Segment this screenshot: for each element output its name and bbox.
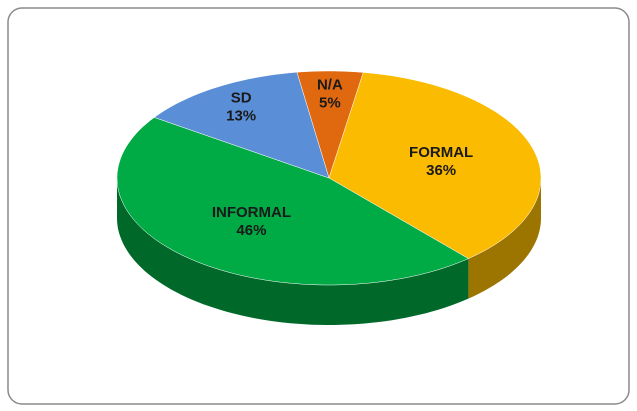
slice-value-label: 13% <box>226 107 256 124</box>
slice-category-label: INFORMAL <box>212 204 291 221</box>
pie-side <box>117 178 469 325</box>
slice-category-label: FORMAL <box>409 144 473 161</box>
slice-value-label: 46% <box>236 222 266 239</box>
pie-tops <box>116 70 542 286</box>
pie-side <box>468 178 541 299</box>
slice-category-label: SD <box>231 89 252 106</box>
slice-value-label: 5% <box>319 95 341 112</box>
slice-category-label: N/A <box>317 77 343 94</box>
pie-sides <box>117 178 541 325</box>
pie-slice <box>153 71 330 179</box>
pie-slice <box>296 70 364 179</box>
pie-slice <box>328 72 542 259</box>
pie-slice <box>116 117 469 286</box>
slice-value-label: 36% <box>426 162 456 179</box>
